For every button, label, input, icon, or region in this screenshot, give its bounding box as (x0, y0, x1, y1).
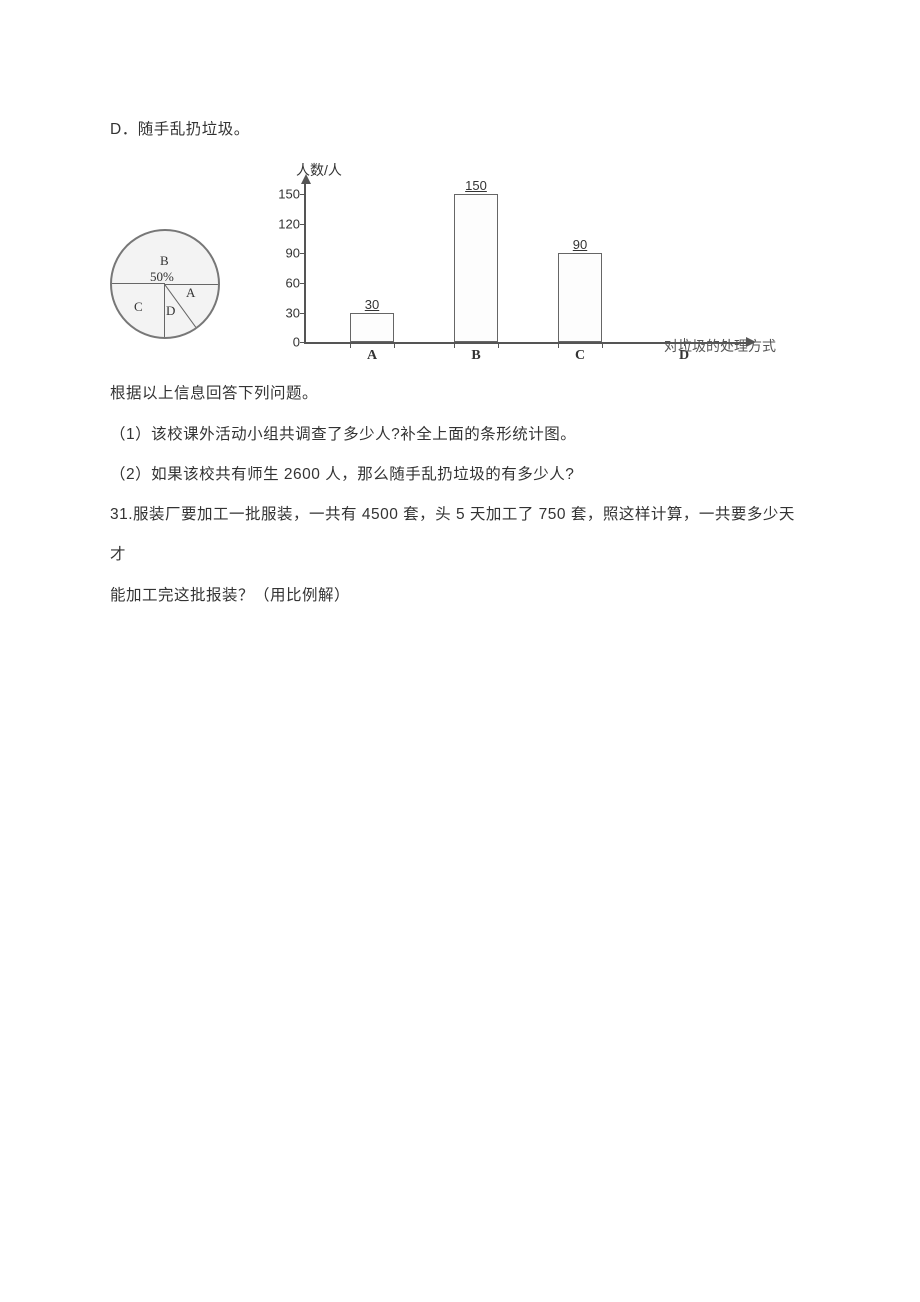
question-31-line2: 能加工完这批报装？（用比例解） (110, 576, 810, 616)
x-tick (454, 342, 455, 348)
bar-value-label: 90 (560, 237, 600, 252)
figure-row: B 50% C D A 人数/人 030609012015030A150B90C… (110, 166, 810, 366)
pie-slice-label-b: B (160, 253, 169, 269)
y-tick (300, 342, 306, 343)
y-tick (300, 224, 306, 225)
bar-plot-area: 030609012015030A150B90CD (304, 184, 746, 344)
y-tick (300, 313, 306, 314)
y-tick-label: 60 (274, 276, 300, 291)
bar-value-label: 150 (456, 178, 496, 193)
y-tick-label: 90 (274, 246, 300, 261)
question-1: （1）该校课外活动小组共调查了多少人?补全上面的条形统计图。 (110, 415, 810, 455)
y-tick (300, 253, 306, 254)
x-category-label: A (367, 348, 377, 364)
x-category-label: C (575, 348, 585, 364)
pie-slice-label-c: C (134, 299, 143, 315)
question-2: （2）如果该校共有师生 2600 人，那么随手乱扔垃圾的有多少人? (110, 455, 810, 495)
x-tick (350, 342, 351, 348)
x-tick (498, 342, 499, 348)
bar-b: 150 (454, 194, 498, 342)
bar-a: 30 (350, 313, 394, 343)
pie-chart: B 50% C D A (110, 229, 220, 339)
x-tick (394, 342, 395, 348)
y-axis-arrow-icon (301, 174, 311, 184)
bar-chart: 人数/人 030609012015030A150B90CD 对垃圾的处理方式 (248, 166, 768, 366)
question-31-line1: 31.服装厂要加工一批服装，一共有 4500 套，头 5 天加工了 750 套，… (110, 495, 810, 576)
pie-center-percent: 50% (150, 269, 174, 285)
document-page: D．随手乱扔垃圾。 B 50% C D A 人数/人 0306090120150… (0, 0, 920, 1302)
pie-slice-label-a: A (186, 285, 195, 301)
bar-c: 90 (558, 253, 602, 342)
y-tick-label: 120 (274, 216, 300, 231)
option-d-text: D．随手乱扔垃圾。 (110, 110, 810, 150)
bar-value-label: 30 (352, 297, 392, 312)
x-axis-title: 对垃圾的处理方式 (664, 336, 776, 356)
y-tick-label: 0 (274, 335, 300, 350)
x-tick (602, 342, 603, 348)
y-tick (300, 283, 306, 284)
pie-slice-label-d: D (166, 303, 175, 319)
x-tick (558, 342, 559, 348)
pie-radial-line (164, 284, 165, 339)
y-tick (300, 194, 306, 195)
y-tick-label: 150 (274, 187, 300, 202)
x-category-label: B (471, 348, 480, 364)
y-tick-label: 30 (274, 305, 300, 320)
followup-text: 根据以上信息回答下列问题。 (110, 374, 810, 414)
